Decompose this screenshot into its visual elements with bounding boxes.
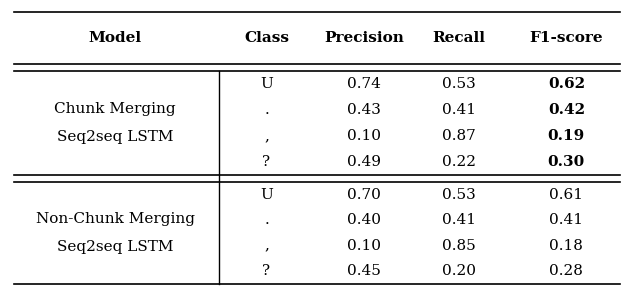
Text: 0.53: 0.53	[442, 77, 476, 91]
Text: Chunk Merging: Chunk Merging	[54, 102, 176, 116]
Text: .: .	[264, 213, 269, 227]
Text: 0.22: 0.22	[442, 155, 476, 169]
Text: Seq2seq LSTM: Seq2seq LSTM	[57, 240, 173, 254]
Text: U: U	[260, 77, 273, 91]
Text: ,: ,	[264, 239, 269, 253]
Text: .: .	[264, 103, 269, 117]
Text: Precision: Precision	[325, 31, 404, 45]
Text: 0.10: 0.10	[347, 239, 381, 253]
Text: 0.70: 0.70	[347, 188, 381, 202]
Text: 0.49: 0.49	[347, 155, 381, 169]
Text: 0.42: 0.42	[548, 103, 585, 117]
Text: 0.19: 0.19	[548, 129, 585, 143]
Text: Model: Model	[89, 31, 141, 45]
Text: U: U	[260, 188, 273, 202]
Text: 0.74: 0.74	[347, 77, 381, 91]
Text: ?: ?	[262, 264, 271, 278]
Text: 0.10: 0.10	[347, 129, 381, 143]
Text: Class: Class	[244, 31, 289, 45]
Text: 0.41: 0.41	[442, 213, 476, 227]
Text: F1-score: F1-score	[529, 31, 603, 45]
Text: 0.41: 0.41	[549, 213, 583, 227]
Text: Seq2seq LSTM: Seq2seq LSTM	[57, 130, 173, 144]
Text: ,: ,	[264, 129, 269, 143]
Text: 0.62: 0.62	[548, 77, 585, 91]
Text: 0.43: 0.43	[347, 103, 381, 117]
Text: 0.28: 0.28	[550, 264, 583, 278]
Text: Non-Chunk Merging: Non-Chunk Merging	[36, 212, 195, 226]
Text: 0.53: 0.53	[442, 188, 476, 202]
Text: Recall: Recall	[432, 31, 486, 45]
Text: 0.40: 0.40	[347, 213, 381, 227]
Text: 0.30: 0.30	[548, 155, 585, 169]
Text: 0.85: 0.85	[442, 239, 476, 253]
Text: 0.18: 0.18	[550, 239, 583, 253]
Text: 0.61: 0.61	[549, 188, 583, 202]
Text: 0.87: 0.87	[442, 129, 476, 143]
Text: 0.41: 0.41	[442, 103, 476, 117]
Text: ?: ?	[262, 155, 271, 169]
Text: 0.45: 0.45	[347, 264, 381, 278]
Text: 0.20: 0.20	[442, 264, 476, 278]
